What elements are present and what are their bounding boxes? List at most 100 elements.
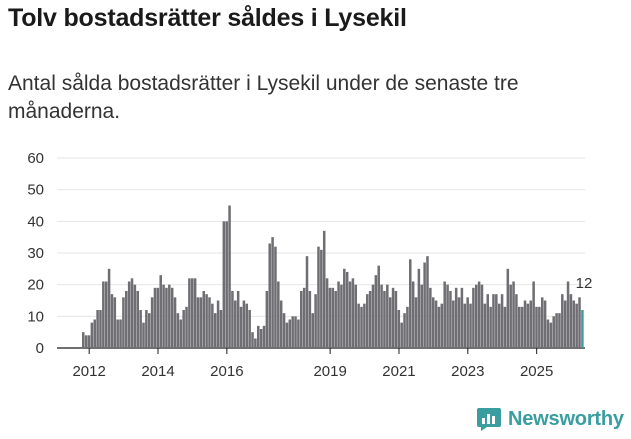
bar [417,268,421,348]
bar [363,303,366,348]
bar [110,294,114,348]
bar [179,319,183,348]
bar [518,306,521,348]
bar [440,303,444,348]
bar [492,294,495,348]
bar [337,281,340,348]
bar [414,297,418,348]
bar [251,332,254,348]
bar [236,291,240,348]
bar [403,313,406,348]
bar [173,297,177,348]
bar [426,256,429,348]
bar [566,281,570,348]
newsworthy-logo: Newsworthy [476,406,624,432]
bar [139,310,142,348]
bar [386,284,389,348]
bar-current [581,310,584,348]
bar [512,281,515,348]
bar [222,221,226,348]
bar [472,287,475,348]
bar [147,313,151,348]
bar [489,306,492,348]
bar [452,300,455,348]
bar [578,297,581,348]
bar [503,306,507,348]
bar [165,287,168,348]
bar [282,313,286,348]
y-tick-label: 20 [27,277,44,294]
x-tick-label: 2021 [382,363,415,380]
chart-subtitle: Antal sålda bostadsrätter i Lysekil unde… [8,72,519,123]
annotation: 12 [576,275,593,292]
bar [254,338,257,348]
bar [82,332,85,348]
bar [170,287,174,348]
bar [371,284,375,348]
bar [520,306,524,348]
bar [483,303,487,348]
bar [285,322,289,348]
bar [411,281,415,348]
x-tick-label: 2025 [520,363,553,380]
bar [380,284,383,348]
bar [526,303,530,348]
bar [122,297,125,348]
bar [242,300,246,348]
bar [213,313,217,348]
bar [429,287,432,348]
bar [345,272,349,348]
bar [211,303,214,348]
bar [348,281,352,348]
bar [168,284,171,348]
y-tick-label: 30 [27,245,44,262]
bar [457,297,461,348]
bar [466,297,469,348]
bar [96,310,99,348]
bars [82,205,584,348]
bar [477,281,481,348]
bar [274,246,277,348]
bar [130,278,134,348]
bar [449,291,452,348]
newsworthy-logo-text: Newsworthy [508,407,624,430]
bar [262,325,266,348]
bar [540,297,544,348]
bar [340,284,343,348]
bar [277,281,280,348]
bar [265,291,269,348]
x-tick-label: 2023 [451,363,484,380]
bar [400,322,403,348]
bar [150,297,154,348]
bar [500,294,504,348]
bar [156,287,160,348]
bar [394,291,398,348]
y-tick-label: 60 [27,150,44,167]
bar [119,319,122,348]
bar [225,221,228,348]
bar [460,287,464,348]
bar [320,249,323,348]
bar [454,287,458,348]
bar [116,319,119,348]
bar [575,303,578,348]
bar [480,284,484,348]
bar [162,284,165,348]
bar [191,278,194,348]
bar [245,303,249,348]
x-tick-label: 2019 [313,363,346,380]
bar [552,316,555,348]
bar [302,287,306,348]
bar [529,300,533,348]
bar [133,284,137,348]
bar [99,310,102,348]
bar [113,297,117,348]
bar [334,291,337,348]
bar [532,281,535,348]
bar [351,278,355,348]
bar [331,287,335,348]
bar [360,306,363,348]
bar [434,300,438,348]
bar [509,284,512,348]
bar [322,230,326,348]
